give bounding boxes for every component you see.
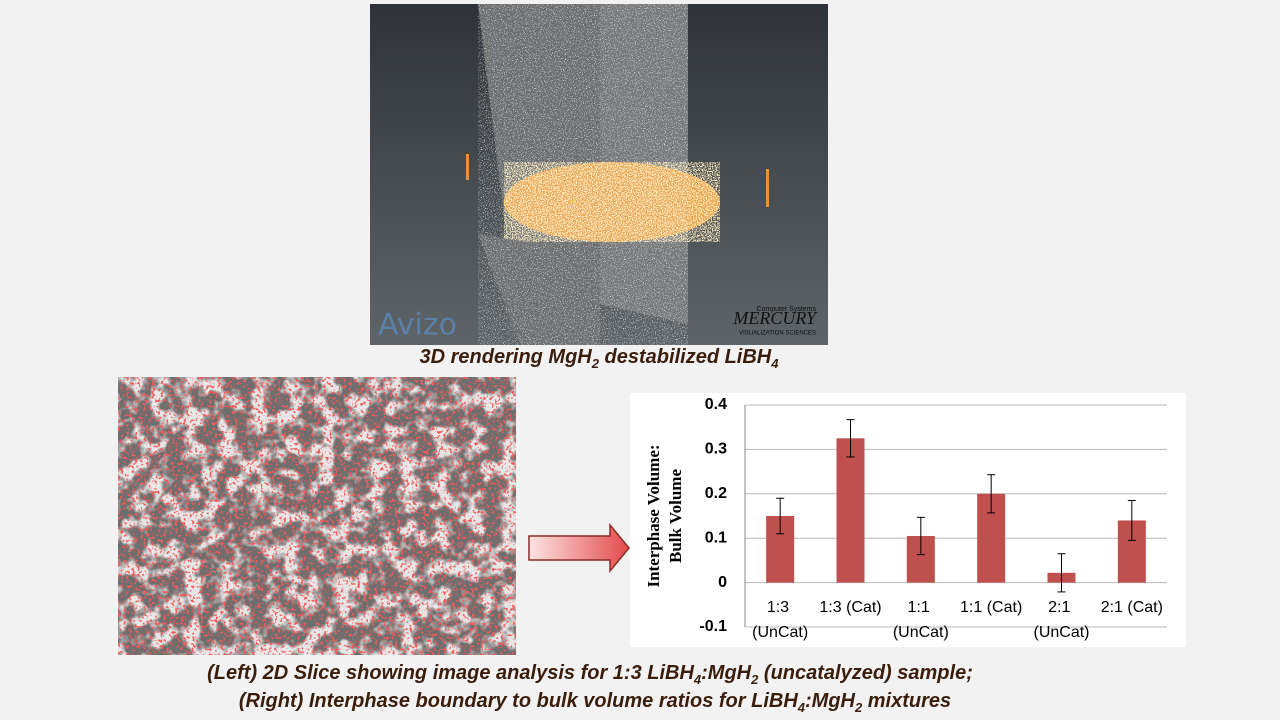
error-bar [916,516,925,556]
caption-top: 3D rendering MgH2 destabilized LiBH4 [370,346,828,371]
chart: -0.1 0 0.1 0.2 0.3 0.4 Interphase Volume: Bulk … [630,393,1186,647]
x-tick-label: 1:3 (UnCat) [752,599,808,641]
caption-text: :MgH [805,690,855,712]
y-tick-label: 0.4 [705,396,727,413]
x-tick-label-line: 1:1 [907,599,934,616]
caption-bottom-2: (Right) Interphase boundary to bulk volu… [0,690,1190,715]
subscript: 2 [854,700,863,715]
y-axis-label-line: Bulk Volume [666,469,685,563]
arrow [528,522,630,574]
logo-text: VISUALIZATION SCIENCES [739,331,816,337]
bar [836,438,865,583]
subscript: 4 [797,700,805,715]
subscript: 2 [591,356,599,371]
logo-text: MERCURY [732,308,818,328]
subscript: 4 [693,672,702,687]
y-tick-label: 0.3 [705,441,727,458]
logo-text: Computer Systems [756,306,816,313]
y-axis-label: Interphase Volume: Bulk Volume [644,444,685,587]
x-tick-label-line: 1:3 [767,599,794,616]
x-tick-label: 1:1 (Cat) [960,599,1022,616]
y-tick-label: -0.1 [699,618,727,635]
x-tick-label: 1:3 (Cat) [819,599,881,616]
logo-text: Avizo [378,308,457,343]
error-bar [776,497,785,535]
subscript: 4 [771,356,779,371]
caption-text: (uncatalyzed) sample; [758,662,973,684]
x-tick-label-line: (UnCat) [1033,624,1089,641]
y-axis-label-line: Interphase Volume: [644,444,663,587]
caption-text: mixtures [862,690,952,712]
caption-text: 3D rendering MgH [419,346,592,368]
error-bar [987,474,996,514]
y-tick-label: 0 [718,574,727,591]
x-tick-label-line: (UnCat) [893,624,949,641]
subscript: 2 [751,672,759,687]
slice-image [118,377,516,655]
y-tick-label: 0.1 [705,529,727,546]
y-tick-label: 0.2 [705,485,727,502]
caption-bottom-1: (Left) 2D Slice showing image analysis f… [0,662,1180,687]
error-bar [846,419,855,458]
x-tick-label: 1:1 (UnCat) [893,599,949,641]
x-tick-label-line: 2:1 [1048,599,1075,616]
caption-text: destabilized LiBH [599,346,772,368]
x-tick-label: 2:1 (Cat) [1101,599,1163,616]
render-image: Avizo Computer Systems MERCURY VISUALIZA… [370,4,828,345]
caption-text: :MgH [701,662,752,684]
x-tick-label-line: (UnCat) [752,624,808,641]
caption-text: (Right) Interphase boundary to bulk volu… [238,690,798,712]
x-tick-label: 2:1 (UnCat) [1033,599,1089,641]
caption-text: (Left) 2D Slice showing image analysis f… [207,662,694,684]
error-bar [1057,553,1066,593]
error-bar [1127,499,1136,541]
